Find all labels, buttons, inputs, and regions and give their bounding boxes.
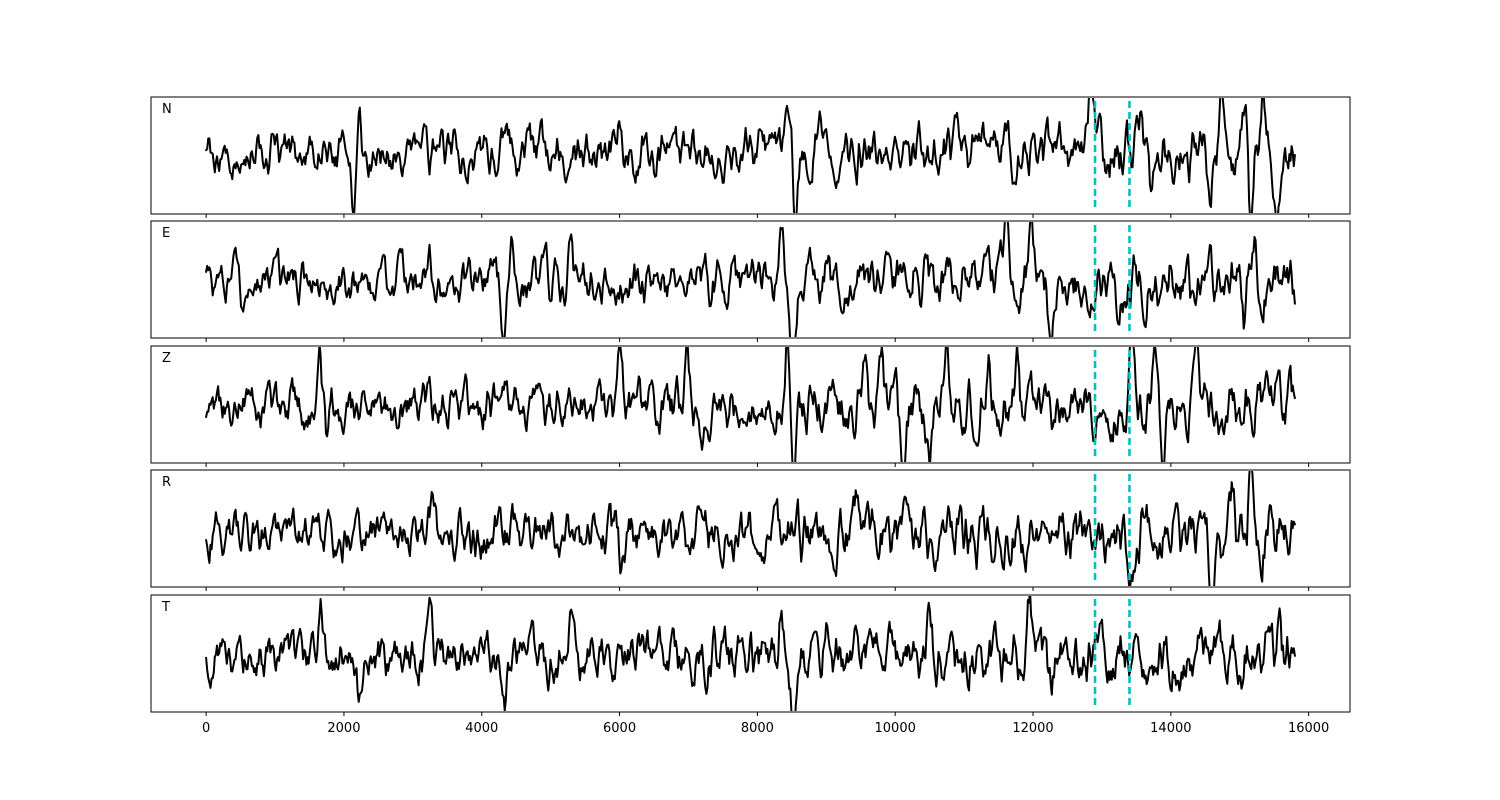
x-tick-label: 2000 — [327, 721, 360, 736]
x-tick-label: 0 — [202, 721, 210, 736]
x-tick-label: 4000 — [465, 721, 498, 736]
x-tick-label: 8000 — [741, 721, 774, 736]
trace-line-r — [205, 471, 1296, 586]
x-tick-label: 12000 — [1012, 721, 1053, 736]
panel-label: N — [162, 102, 172, 117]
x-tick-label: 6000 — [603, 721, 636, 736]
panel-frame — [150, 220, 1351, 339]
panel-label: E — [162, 226, 170, 241]
panel-label: T — [161, 600, 170, 615]
x-axis: 0 2000 4000 6000 8000 10000 12000 14000 16000 — [202, 721, 1329, 736]
panel-n: N — [150, 96, 1351, 218]
trace-line-z — [205, 347, 1296, 462]
trace-panels: N E Z R T — [150, 96, 1351, 716]
x-tick-label: 14000 — [1150, 721, 1191, 736]
x-tick-label: 10000 — [875, 721, 916, 736]
panel-r: R — [150, 469, 1351, 591]
panel-e: E — [150, 220, 1351, 342]
panel-z: Z — [150, 345, 1351, 467]
trace-line-n — [205, 98, 1296, 213]
panel-label: Z — [162, 351, 171, 366]
trace-line-t — [205, 596, 1296, 711]
panel-frame — [150, 469, 1351, 588]
panel-frame — [150, 594, 1351, 713]
panel-label: R — [162, 475, 171, 490]
panel-frame — [150, 96, 1351, 215]
trace-line-e — [205, 222, 1296, 337]
x-tick-label: 16000 — [1288, 721, 1329, 736]
panel-t: T — [150, 594, 1351, 716]
panel-frame — [150, 345, 1351, 464]
